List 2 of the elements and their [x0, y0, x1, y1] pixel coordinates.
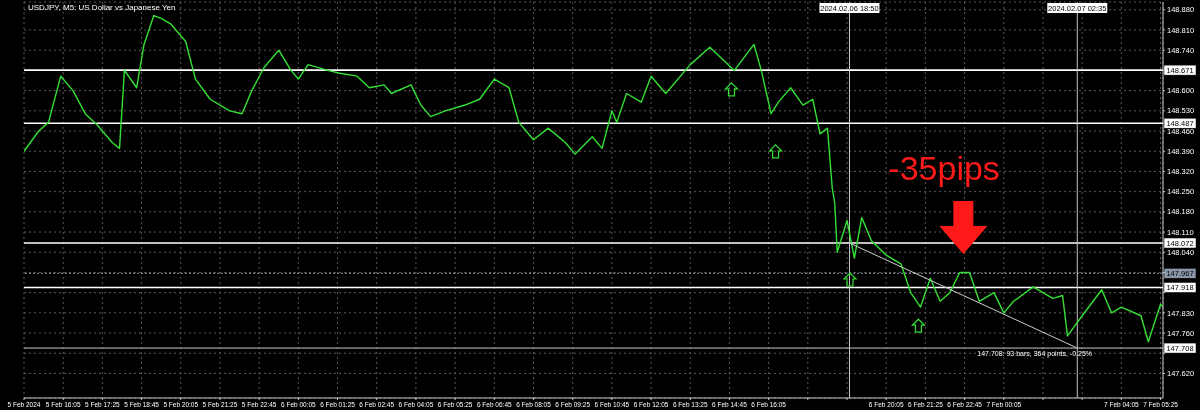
chart-title: USDJPY, M5: US Dollar vs Japanese Yen [28, 3, 176, 12]
annotation: -35pips [888, 149, 1000, 188]
